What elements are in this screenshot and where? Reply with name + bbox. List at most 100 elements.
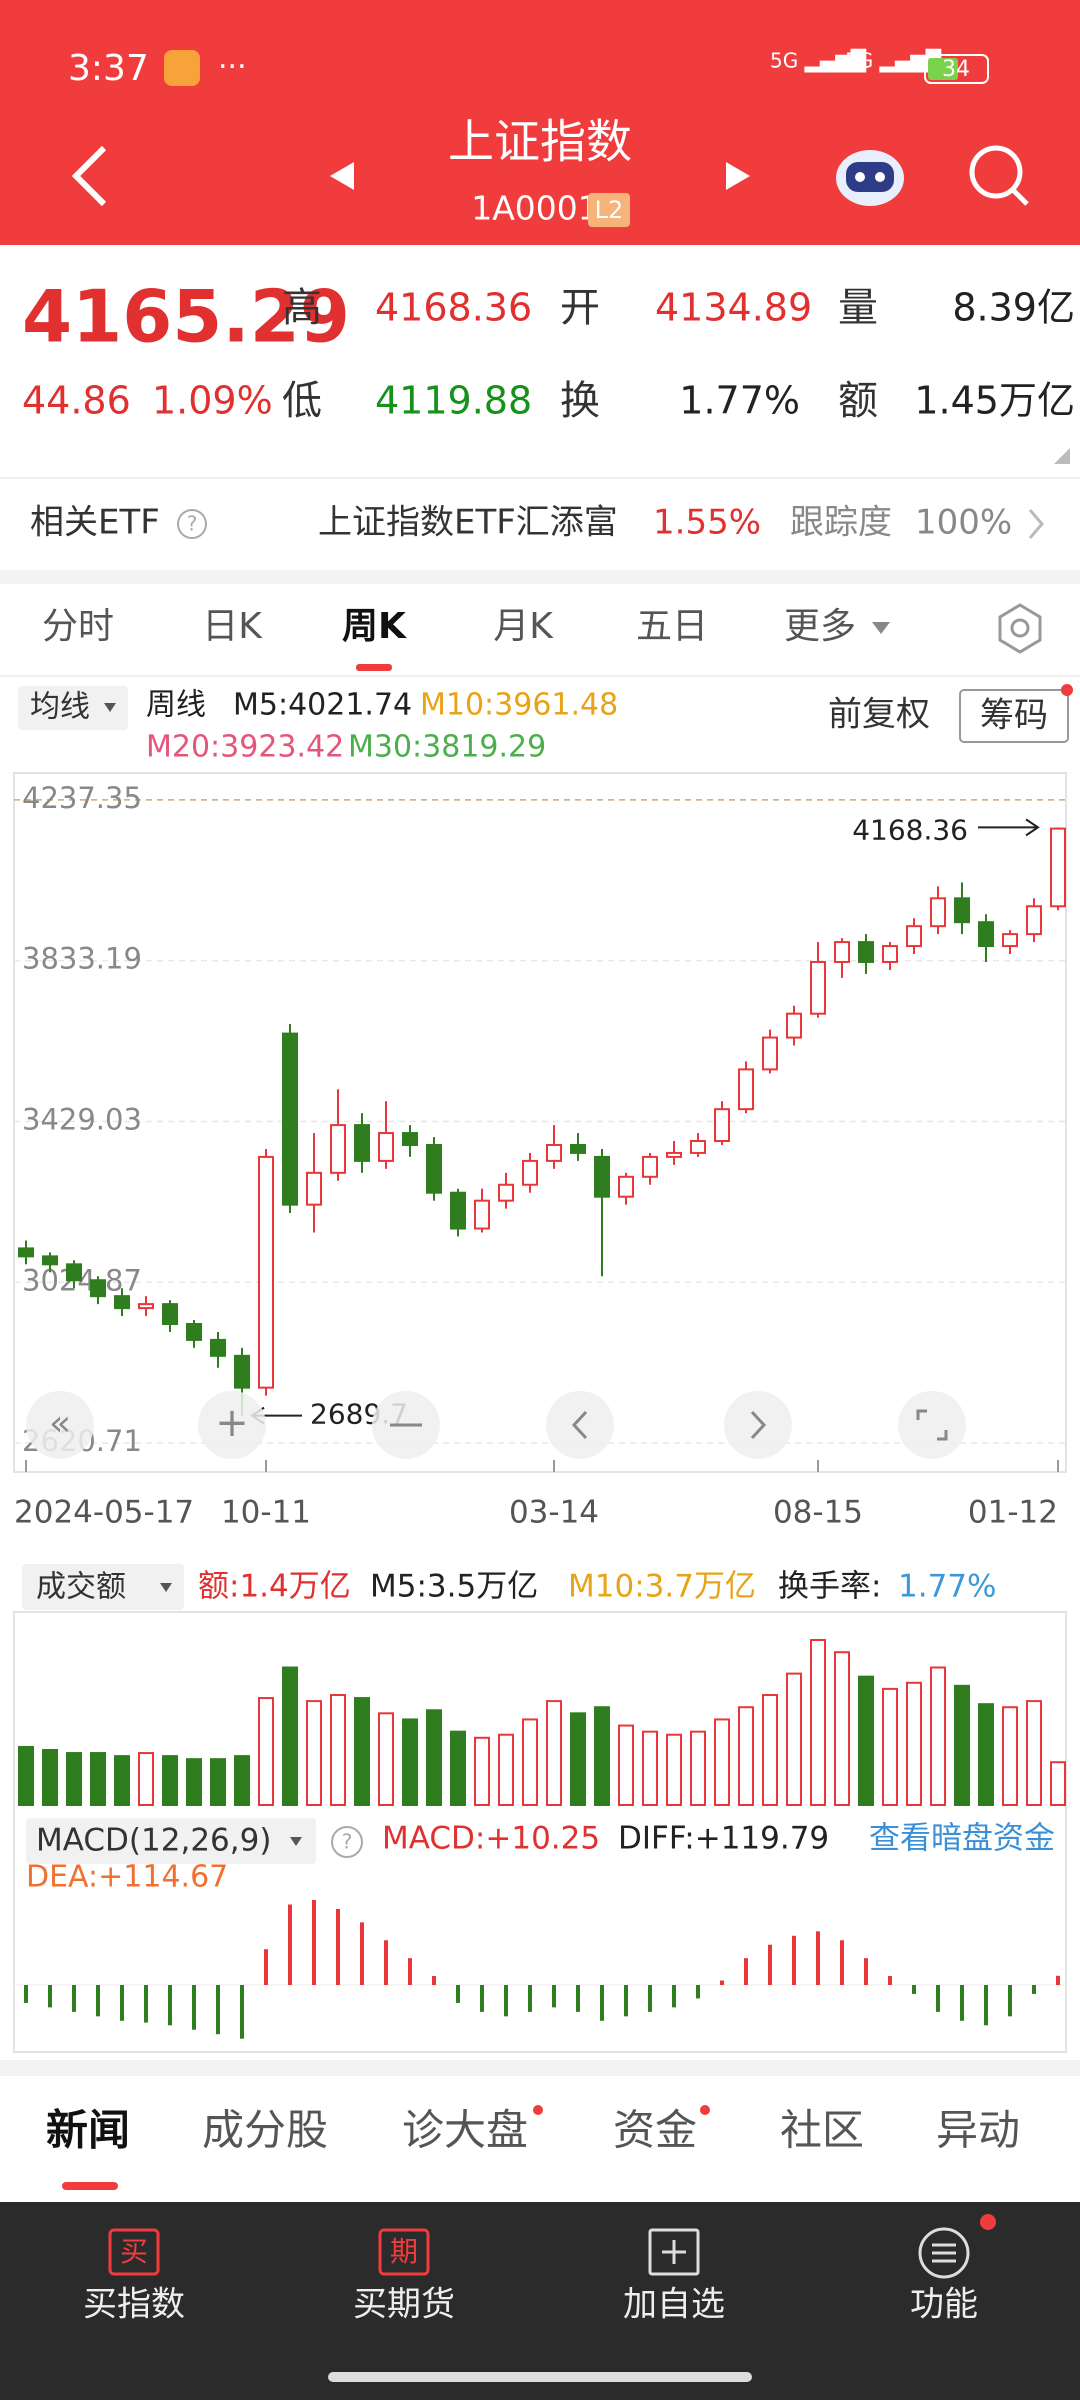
ma-value: M10:3961.48	[420, 688, 618, 723]
search-button[interactable]	[969, 145, 1029, 206]
adjust[interactable]: 前复权	[828, 695, 930, 735]
settings-button[interactable]	[998, 603, 1042, 654]
volume-bar	[1026, 1700, 1042, 1806]
tab[interactable]: 月K	[493, 606, 554, 647]
y-tick-label: 3833.19	[22, 942, 142, 976]
control: +	[215, 1400, 249, 1446]
candle-body	[66, 1263, 82, 1282]
control[interactable]	[724, 1391, 792, 1459]
back-button[interactable]	[71, 145, 107, 207]
bottom-tab[interactable]: 社区	[780, 2106, 864, 2155]
tab[interactable]: 更多	[784, 606, 856, 647]
badge-bg	[588, 193, 630, 227]
tab[interactable]: 五日	[636, 606, 708, 647]
nav-item[interactable]: 买期货	[353, 2285, 455, 2325]
red-dot	[980, 2214, 996, 2230]
dropdown	[104, 703, 116, 712]
candle-body	[258, 1155, 274, 1389]
selector-box[interactable]	[18, 686, 128, 730]
candle-body	[114, 1295, 130, 1310]
prev-button[interactable]	[330, 162, 354, 190]
bottom-tab[interactable]: 资金	[613, 2106, 697, 2155]
home-indicator	[328, 2372, 752, 2382]
volume-bar	[954, 1684, 970, 1807]
price-frame	[13, 772, 1067, 1473]
volume-bar	[714, 1718, 730, 1807]
tab[interactable]: 日K	[202, 606, 263, 647]
candle-body	[354, 1124, 370, 1162]
ma-selector[interactable]: 均线	[30, 690, 90, 725]
chips[interactable]: 筹码	[980, 696, 1048, 736]
macd-value: MACD:+10.25	[382, 1821, 600, 1857]
candle-body	[906, 925, 922, 948]
bottom-tab[interactable]: 异动	[936, 2106, 1020, 2155]
volume-selector[interactable]: 成交额	[36, 1570, 126, 1605]
next-button[interactable]	[726, 162, 750, 190]
control[interactable]	[898, 1391, 966, 1459]
etf-change: 1.55%	[653, 503, 761, 543]
x-tick-label: 01-12	[968, 1495, 1058, 1531]
nav-item[interactable]: 加自选	[623, 2285, 725, 2325]
bottom-tab[interactable]: 成分股	[202, 2106, 328, 2155]
dropdown	[290, 1837, 302, 1846]
candle-body	[498, 1183, 514, 1202]
etf-label: 相关ETF	[30, 503, 160, 543]
ma-value: M5:4021.74	[233, 688, 412, 723]
x-tick-label: 08-15	[773, 1495, 863, 1531]
bottom-tab[interactable]: 新闻	[46, 2106, 130, 2155]
volume-bar	[210, 1758, 226, 1806]
track-label: 跟踪度	[790, 503, 892, 543]
nav-icon	[108, 2228, 160, 2276]
tab-underline	[62, 2182, 118, 2190]
control[interactable]	[546, 1391, 614, 1459]
control[interactable]	[198, 1391, 266, 1459]
dark-pool-link[interactable]: 查看暗盘资金	[869, 1821, 1055, 1857]
volume-bar	[426, 1709, 442, 1807]
quote-value: 4168.36	[375, 286, 532, 330]
expand-corner[interactable]	[1054, 448, 1070, 464]
candle-body	[138, 1303, 154, 1310]
volume-bar	[90, 1752, 106, 1806]
candle-body	[690, 1139, 706, 1154]
y-tick-label: 4237.35	[22, 781, 142, 815]
candle-body	[618, 1175, 634, 1198]
chips-box[interactable]	[959, 689, 1069, 743]
control: «	[49, 1403, 71, 1444]
control[interactable]	[26, 1391, 94, 1459]
quote-label: 量	[838, 285, 878, 331]
volume-ma: M10:3.7万亿	[568, 1569, 756, 1605]
candle-body	[858, 941, 874, 963]
candle-body	[402, 1132, 418, 1146]
candle-body	[1002, 933, 1018, 948]
candle-body	[522, 1159, 538, 1186]
volume-bar	[1050, 1761, 1066, 1806]
nav-item[interactable]: 功能	[910, 2285, 978, 2325]
volume-bar	[930, 1666, 946, 1806]
change-pct: 1.09%	[152, 379, 273, 423]
volume-bar	[234, 1755, 250, 1806]
help-icon[interactable]	[177, 509, 207, 539]
tab[interactable]: 周K	[342, 606, 407, 647]
selector-box[interactable]	[26, 1818, 316, 1864]
bottom-tab[interactable]: 诊大盘	[402, 2106, 528, 2155]
volume-bar	[42, 1749, 58, 1806]
robot-button[interactable]	[836, 150, 904, 206]
candle-body	[570, 1143, 586, 1154]
candle-body	[282, 1032, 298, 1206]
battery-level	[928, 58, 958, 80]
volume-bar	[690, 1730, 706, 1806]
etf-arrow[interactable]	[1028, 509, 1044, 539]
selector-box[interactable]	[22, 1564, 184, 1610]
turnover: 1.77%	[898, 1569, 996, 1605]
macd-selector[interactable]: MACD(12,26,9)	[36, 1823, 271, 1859]
volume-bar	[66, 1752, 82, 1806]
period: 周线	[146, 688, 206, 723]
etf-name[interactable]: 上证指数ETF汇添富	[318, 503, 618, 543]
badge: L2	[595, 196, 624, 224]
nav-item[interactable]: 买指数	[83, 2285, 185, 2325]
volume-bar	[810, 1639, 826, 1806]
tab[interactable]: 分时	[42, 606, 114, 647]
help-icon[interactable]	[331, 1826, 363, 1858]
volume-bar	[162, 1755, 178, 1806]
volume-ma: M5:3.5万亿	[370, 1569, 538, 1605]
